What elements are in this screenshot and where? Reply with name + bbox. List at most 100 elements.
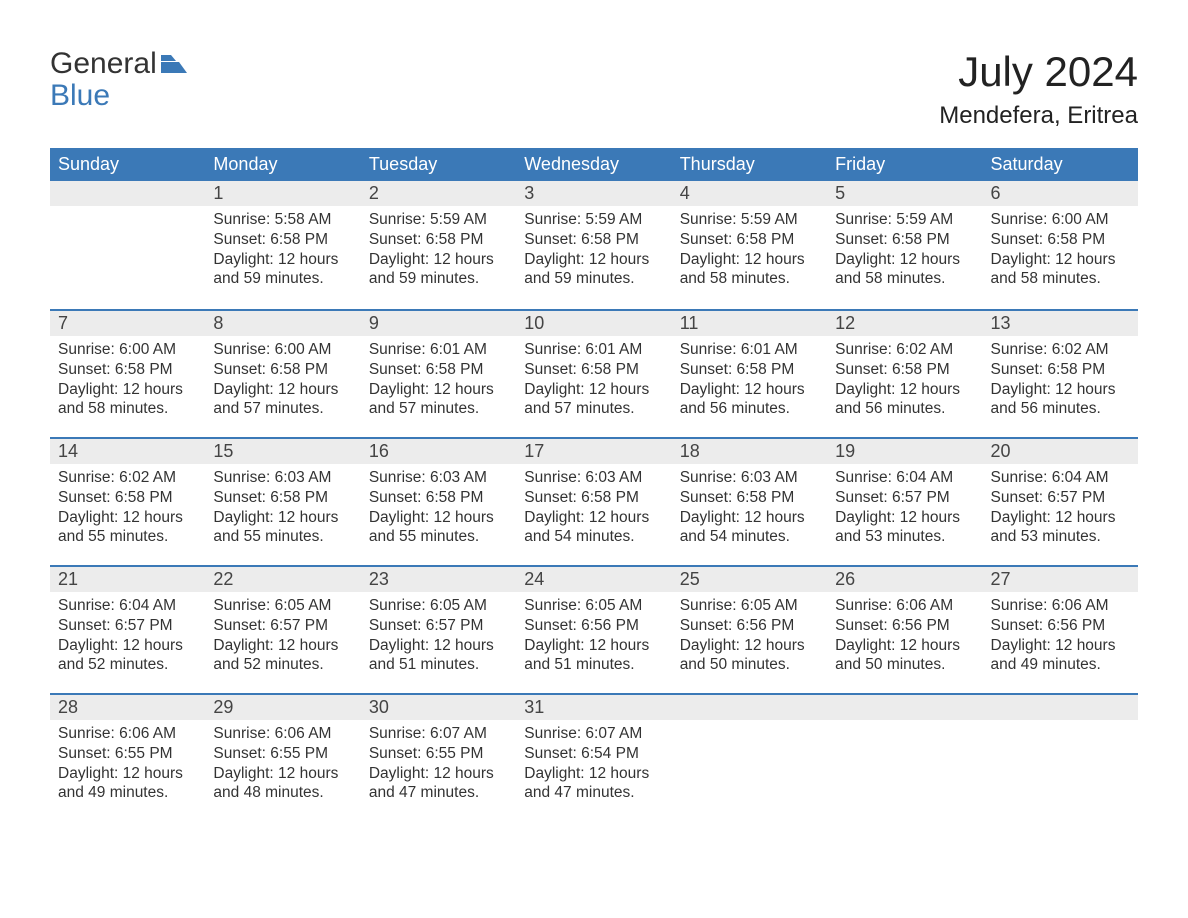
day-number: 9 bbox=[361, 311, 516, 336]
sunset-text: Sunset: 6:58 PM bbox=[369, 488, 508, 508]
day-cell: 15Sunrise: 6:03 AMSunset: 6:58 PMDayligh… bbox=[205, 439, 360, 565]
sunset-text: Sunset: 6:55 PM bbox=[213, 744, 352, 764]
day-body: Sunrise: 6:03 AMSunset: 6:58 PMDaylight:… bbox=[205, 464, 360, 553]
sunset-text: Sunset: 6:58 PM bbox=[524, 360, 663, 380]
sunrise-text: Sunrise: 6:00 AM bbox=[213, 340, 352, 360]
sunset-text: Sunset: 6:56 PM bbox=[524, 616, 663, 636]
day-cell: 3Sunrise: 5:59 AMSunset: 6:58 PMDaylight… bbox=[516, 181, 671, 309]
day-body: Sunrise: 6:05 AMSunset: 6:56 PMDaylight:… bbox=[516, 592, 671, 681]
day-cell: 26Sunrise: 6:06 AMSunset: 6:56 PMDayligh… bbox=[827, 567, 982, 693]
day-cell: 24Sunrise: 6:05 AMSunset: 6:56 PMDayligh… bbox=[516, 567, 671, 693]
calendar: Sunday Monday Tuesday Wednesday Thursday… bbox=[50, 148, 1138, 821]
sunrise-text: Sunrise: 6:00 AM bbox=[991, 210, 1130, 230]
day-header: Monday bbox=[205, 148, 360, 181]
sunset-text: Sunset: 6:55 PM bbox=[369, 744, 508, 764]
week-row: 21Sunrise: 6:04 AMSunset: 6:57 PMDayligh… bbox=[50, 565, 1138, 693]
day-number: 28 bbox=[50, 695, 205, 720]
sunrise-text: Sunrise: 6:03 AM bbox=[680, 468, 819, 488]
day-number: 7 bbox=[50, 311, 205, 336]
day-cell: 25Sunrise: 6:05 AMSunset: 6:56 PMDayligh… bbox=[672, 567, 827, 693]
day-header: Wednesday bbox=[516, 148, 671, 181]
day-number: 30 bbox=[361, 695, 516, 720]
week-row: 28Sunrise: 6:06 AMSunset: 6:55 PMDayligh… bbox=[50, 693, 1138, 821]
sunset-text: Sunset: 6:57 PM bbox=[991, 488, 1130, 508]
day-cell: 6Sunrise: 6:00 AMSunset: 6:58 PMDaylight… bbox=[983, 181, 1138, 309]
day-body: Sunrise: 6:07 AMSunset: 6:55 PMDaylight:… bbox=[361, 720, 516, 809]
day-number: 3 bbox=[516, 181, 671, 206]
sunset-text: Sunset: 6:58 PM bbox=[58, 360, 197, 380]
daylight-text: Daylight: 12 hours and 55 minutes. bbox=[213, 508, 352, 548]
sunset-text: Sunset: 6:57 PM bbox=[369, 616, 508, 636]
sunrise-text: Sunrise: 6:03 AM bbox=[524, 468, 663, 488]
day-number: 20 bbox=[983, 439, 1138, 464]
month-title: July 2024 bbox=[939, 48, 1138, 96]
sunset-text: Sunset: 6:58 PM bbox=[991, 230, 1130, 250]
sunrise-text: Sunrise: 6:06 AM bbox=[213, 724, 352, 744]
sunset-text: Sunset: 6:58 PM bbox=[524, 230, 663, 250]
day-number: 2 bbox=[361, 181, 516, 206]
sunset-text: Sunset: 6:57 PM bbox=[58, 616, 197, 636]
day-number: 6 bbox=[983, 181, 1138, 206]
day-number bbox=[672, 695, 827, 720]
sunset-text: Sunset: 6:58 PM bbox=[213, 360, 352, 380]
day-cell: 8 Sunrise: 6:00 AMSunset: 6:58 PMDaylight… bbox=[205, 311, 360, 437]
daylight-text: Daylight: 12 hours and 59 minutes. bbox=[213, 250, 352, 290]
week-row: 1Sunrise: 5:58 AMSunset: 6:58 PMDaylight… bbox=[50, 181, 1138, 309]
day-body: Sunrise: 5:58 AMSunset: 6:58 PMDaylight:… bbox=[205, 206, 360, 295]
logo-word1: General bbox=[50, 47, 157, 80]
logo-text: General Blue bbox=[50, 48, 187, 111]
day-number bbox=[827, 695, 982, 720]
daylight-text: Daylight: 12 hours and 52 minutes. bbox=[213, 636, 352, 676]
day-number: 22 bbox=[205, 567, 360, 592]
sunrise-text: Sunrise: 6:07 AM bbox=[369, 724, 508, 744]
daylight-text: Daylight: 12 hours and 47 minutes. bbox=[524, 764, 663, 804]
day-cell bbox=[50, 181, 205, 309]
day-body: Sunrise: 6:04 AMSunset: 6:57 PMDaylight:… bbox=[50, 592, 205, 681]
daylight-text: Daylight: 12 hours and 56 minutes. bbox=[680, 380, 819, 420]
sunrise-text: Sunrise: 6:04 AM bbox=[835, 468, 974, 488]
sunset-text: Sunset: 6:58 PM bbox=[369, 230, 508, 250]
day-number: 17 bbox=[516, 439, 671, 464]
day-cell: 4Sunrise: 5:59 AMSunset: 6:58 PMDaylight… bbox=[672, 181, 827, 309]
daylight-text: Daylight: 12 hours and 53 minutes. bbox=[835, 508, 974, 548]
day-body: Sunrise: 6:03 AMSunset: 6:58 PMDaylight:… bbox=[361, 464, 516, 553]
day-number: 8 bbox=[205, 311, 360, 336]
day-body: Sunrise: 6:01 AMSunset: 6:58 PMDaylight:… bbox=[361, 336, 516, 425]
sunset-text: Sunset: 6:58 PM bbox=[835, 360, 974, 380]
day-cell: 11Sunrise: 6:01 AMSunset: 6:58 PMDayligh… bbox=[672, 311, 827, 437]
sunset-text: Sunset: 6:57 PM bbox=[213, 616, 352, 636]
sunset-text: Sunset: 6:58 PM bbox=[58, 488, 197, 508]
day-cell bbox=[983, 695, 1138, 821]
sunset-text: Sunset: 6:58 PM bbox=[680, 360, 819, 380]
daylight-text: Daylight: 12 hours and 55 minutes. bbox=[58, 508, 197, 548]
day-cell: 27Sunrise: 6:06 AMSunset: 6:56 PMDayligh… bbox=[983, 567, 1138, 693]
day-cell: 31Sunrise: 6:07 AMSunset: 6:54 PMDayligh… bbox=[516, 695, 671, 821]
location: Mendefera, Eritrea bbox=[939, 102, 1138, 130]
sunset-text: Sunset: 6:57 PM bbox=[835, 488, 974, 508]
daylight-text: Daylight: 12 hours and 56 minutes. bbox=[835, 380, 974, 420]
sunrise-text: Sunrise: 6:00 AM bbox=[58, 340, 197, 360]
daylight-text: Daylight: 12 hours and 50 minutes. bbox=[835, 636, 974, 676]
daylight-text: Daylight: 12 hours and 47 minutes. bbox=[369, 764, 508, 804]
day-number: 11 bbox=[672, 311, 827, 336]
day-cell: 16Sunrise: 6:03 AMSunset: 6:58 PMDayligh… bbox=[361, 439, 516, 565]
sunrise-text: Sunrise: 6:02 AM bbox=[835, 340, 974, 360]
daylight-text: Daylight: 12 hours and 58 minutes. bbox=[835, 250, 974, 290]
day-body: Sunrise: 6:06 AMSunset: 6:56 PMDaylight:… bbox=[983, 592, 1138, 681]
day-body bbox=[50, 206, 205, 216]
sunrise-text: Sunrise: 6:04 AM bbox=[58, 596, 197, 616]
day-number: 13 bbox=[983, 311, 1138, 336]
sunset-text: Sunset: 6:55 PM bbox=[58, 744, 197, 764]
day-cell: 14Sunrise: 6:02 AMSunset: 6:58 PMDayligh… bbox=[50, 439, 205, 565]
day-cell: 2Sunrise: 5:59 AMSunset: 6:58 PMDaylight… bbox=[361, 181, 516, 309]
daylight-text: Daylight: 12 hours and 57 minutes. bbox=[213, 380, 352, 420]
day-cell bbox=[827, 695, 982, 821]
sunrise-text: Sunrise: 6:01 AM bbox=[680, 340, 819, 360]
daylight-text: Daylight: 12 hours and 56 minutes. bbox=[991, 380, 1130, 420]
day-cell bbox=[672, 695, 827, 821]
daylight-text: Daylight: 12 hours and 57 minutes. bbox=[369, 380, 508, 420]
daylight-text: Daylight: 12 hours and 49 minutes. bbox=[991, 636, 1130, 676]
day-number: 5 bbox=[827, 181, 982, 206]
day-cell: 19Sunrise: 6:04 AMSunset: 6:57 PMDayligh… bbox=[827, 439, 982, 565]
day-body: Sunrise: 6:01 AMSunset: 6:58 PMDaylight:… bbox=[672, 336, 827, 425]
